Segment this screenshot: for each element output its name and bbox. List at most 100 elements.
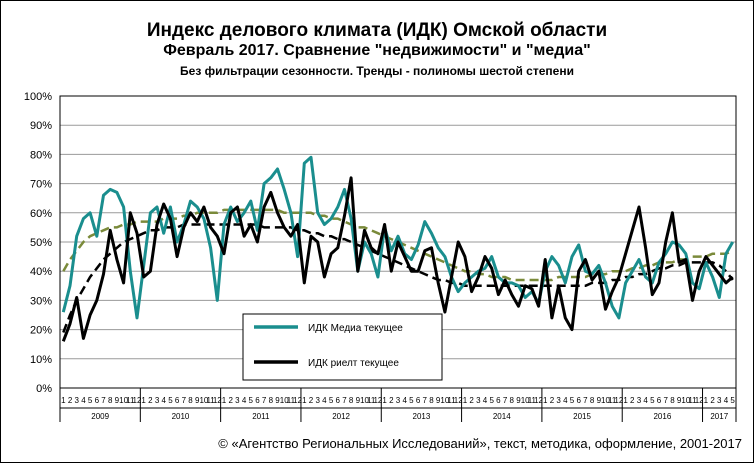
x-month-label: 9 bbox=[597, 396, 602, 405]
x-month-label: 6 bbox=[255, 396, 260, 405]
x-month-label: 3 bbox=[155, 396, 160, 405]
x-month-label: 7 bbox=[663, 396, 668, 405]
year-label: 2015 bbox=[573, 412, 591, 421]
x-month-label: 5 bbox=[88, 396, 93, 405]
x-month-label: 12 bbox=[454, 396, 463, 405]
x-month-label: 6 bbox=[496, 396, 501, 405]
x-month-label: 1 bbox=[302, 396, 307, 405]
x-month-label: 7 bbox=[342, 396, 347, 405]
x-month-label: 2 bbox=[469, 396, 474, 405]
x-month-label: 8 bbox=[670, 396, 675, 405]
x-month-label: 4 bbox=[563, 396, 568, 405]
x-month-label: 3 bbox=[476, 396, 481, 405]
x-month-label: 10 bbox=[681, 396, 690, 405]
year-label: 2009 bbox=[91, 412, 109, 421]
x-month-label: 10 bbox=[199, 396, 208, 405]
x-month-label: 2 bbox=[710, 396, 715, 405]
x-month-label: 4 bbox=[322, 396, 327, 405]
x-month-label: 3 bbox=[637, 396, 642, 405]
plot-area bbox=[59, 95, 737, 389]
x-month-label: 9 bbox=[436, 396, 441, 405]
x-month-label: 11 bbox=[608, 396, 617, 405]
x-month-label: 4 bbox=[402, 396, 407, 405]
x-month-label: 12 bbox=[614, 396, 623, 405]
y-tick-label: 60% bbox=[30, 208, 52, 220]
x-month-label: 11 bbox=[126, 396, 135, 405]
x-month-label: 5 bbox=[168, 396, 173, 405]
x-month-label: 6 bbox=[95, 396, 100, 405]
x-month-label: 11 bbox=[447, 396, 456, 405]
x-month-label: 2 bbox=[630, 396, 635, 405]
series-line bbox=[61, 155, 735, 320]
x-month-label: 7 bbox=[423, 396, 428, 405]
year-label: 2014 bbox=[493, 412, 511, 421]
x-month-label: 4 bbox=[242, 396, 247, 405]
year-label: 2017 bbox=[710, 412, 728, 421]
y-tick-label: 40% bbox=[30, 266, 52, 278]
x-month-label: 2 bbox=[228, 396, 233, 405]
year-label: 2011 bbox=[252, 412, 270, 421]
legend: ИДК Медиа текущее ИДК риелт текущее bbox=[242, 313, 443, 381]
x-month-label: 12 bbox=[695, 396, 704, 405]
x-month-label: 11 bbox=[206, 396, 215, 405]
x-month-label: 5 bbox=[249, 396, 254, 405]
x-month-label: 7 bbox=[182, 396, 187, 405]
chart-subtitle: Февраль 2017. Сравнение "недвижимости" и… bbox=[163, 42, 591, 59]
x-month-label: 11 bbox=[688, 396, 697, 405]
legend-label: ИДК риелт текущее bbox=[308, 358, 399, 369]
x-month-label: 2 bbox=[389, 396, 394, 405]
x-month-label: 10 bbox=[119, 396, 128, 405]
y-tick-label: 50% bbox=[30, 237, 52, 249]
x-month-label: 11 bbox=[287, 396, 296, 405]
x-month-label: 1 bbox=[382, 396, 387, 405]
x-month-label: 10 bbox=[440, 396, 449, 405]
y-tick-label: 20% bbox=[30, 325, 52, 337]
x-month-label: 1 bbox=[222, 396, 227, 405]
legend-label: ИДК Медиа текущее bbox=[308, 323, 403, 334]
year-label: 2010 bbox=[172, 412, 190, 421]
x-month-label: 9 bbox=[115, 396, 120, 405]
x-month-label: 9 bbox=[195, 396, 200, 405]
x-month-label: 3 bbox=[396, 396, 401, 405]
x-month-label: 8 bbox=[188, 396, 193, 405]
x-month-label: 7 bbox=[583, 396, 588, 405]
x-month-label: 6 bbox=[576, 396, 581, 405]
x-month-label: 9 bbox=[516, 396, 521, 405]
x-month-label: 1 bbox=[704, 396, 709, 405]
x-month-label: 1 bbox=[141, 396, 146, 405]
grid-layer bbox=[59, 95, 737, 389]
x-month-label: 5 bbox=[489, 396, 494, 405]
year-label: 2016 bbox=[653, 412, 671, 421]
y-tick-label: 80% bbox=[30, 149, 52, 161]
x-month-label: 11 bbox=[528, 396, 537, 405]
x-month-label: 1 bbox=[61, 396, 66, 405]
year-label: 2013 bbox=[413, 412, 431, 421]
x-month-label: 7 bbox=[503, 396, 508, 405]
x-month-label: 12 bbox=[133, 396, 142, 405]
x-month-label: 1 bbox=[543, 396, 548, 405]
x-month-label: 11 bbox=[367, 396, 376, 405]
x-month-label: 8 bbox=[510, 396, 515, 405]
x-month-label: 4 bbox=[162, 396, 167, 405]
y-tick-label: 90% bbox=[30, 120, 52, 132]
x-month-label: 9 bbox=[356, 396, 361, 405]
x-month-label: 7 bbox=[101, 396, 106, 405]
x-month-label: 4 bbox=[483, 396, 488, 405]
x-month-label: 1 bbox=[463, 396, 468, 405]
chart-title: Индекс делового климата (ИДК) Омской обл… bbox=[146, 20, 608, 41]
series-line bbox=[62, 223, 734, 333]
x-month-label: 12 bbox=[293, 396, 302, 405]
x-month-label: 10 bbox=[521, 396, 530, 405]
x-month-label: 5 bbox=[730, 396, 735, 405]
x-month-label: 5 bbox=[409, 396, 414, 405]
x-month-label: 2 bbox=[68, 396, 73, 405]
year-label: 2012 bbox=[332, 412, 350, 421]
legend-box bbox=[242, 313, 443, 381]
x-month-label: 8 bbox=[429, 396, 434, 405]
x-month-label: 5 bbox=[570, 396, 575, 405]
x-month-label: 7 bbox=[262, 396, 267, 405]
x-month-label: 3 bbox=[315, 396, 320, 405]
x-month-label: 1 bbox=[623, 396, 628, 405]
